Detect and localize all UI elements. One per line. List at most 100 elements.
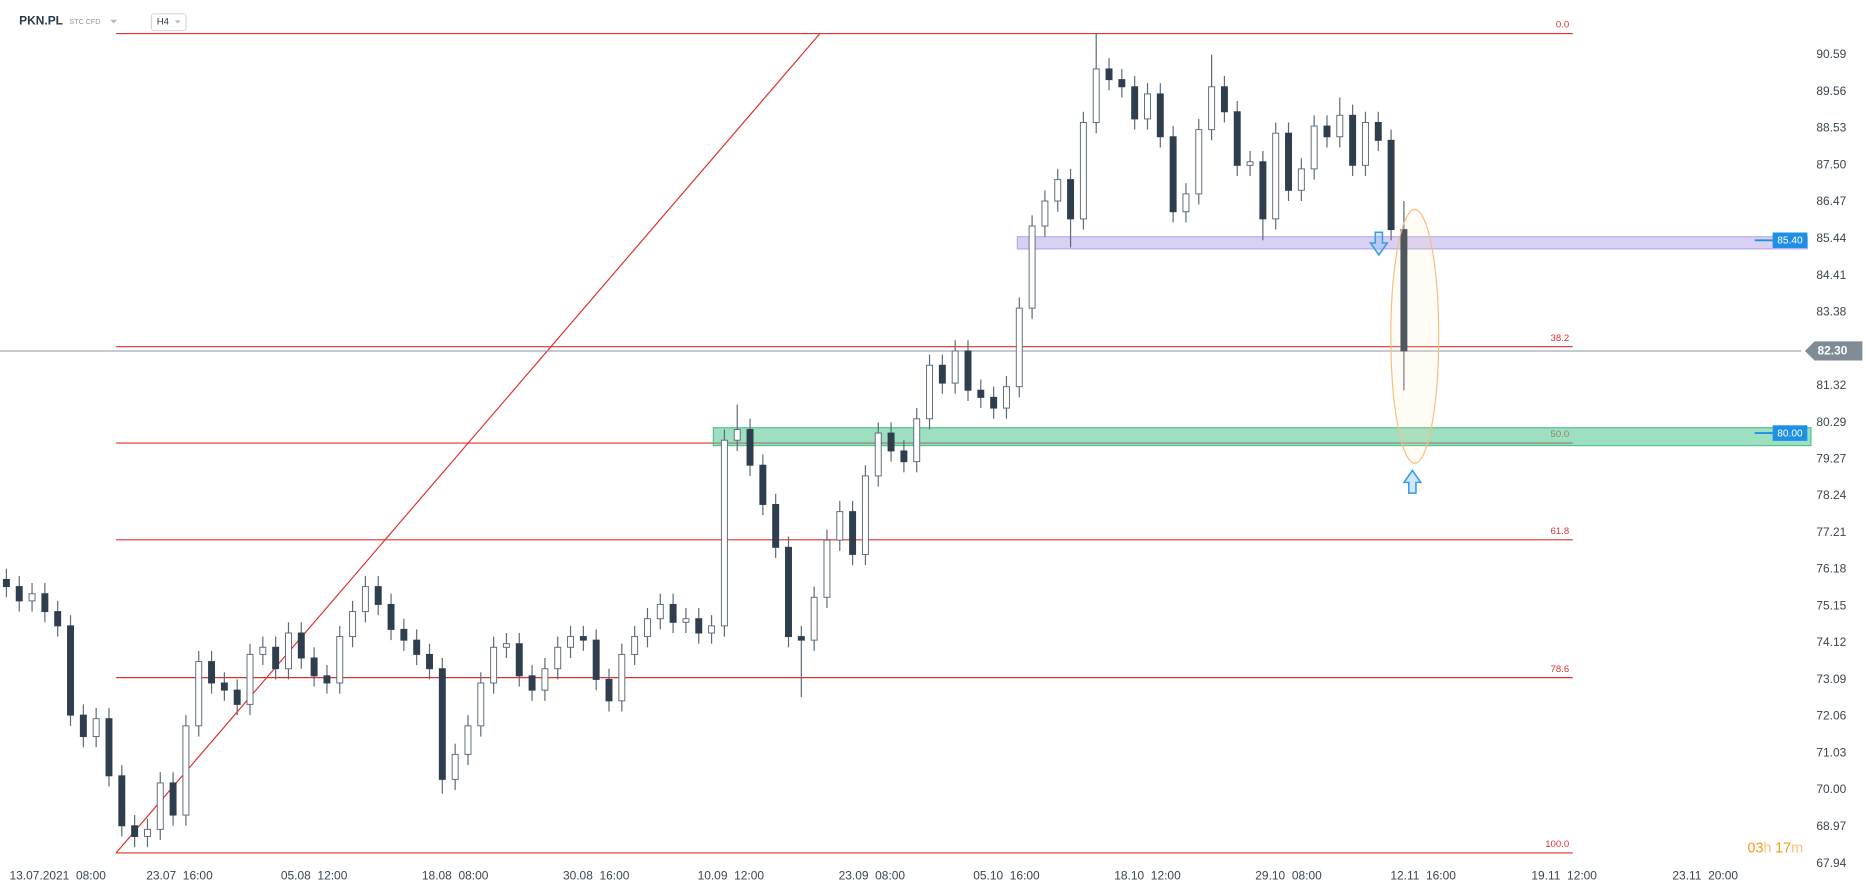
candle-body-up (682, 618, 690, 623)
candle-body-down (1285, 132, 1292, 191)
candle-body-up (1361, 121, 1369, 166)
candle-body-down (131, 825, 139, 837)
candle-body-down (1105, 68, 1113, 81)
candle-body-up (1208, 86, 1216, 131)
x-tick-label: 05.08 12:00 (281, 868, 348, 882)
y-tick-label: 77.21 (1816, 525, 1846, 539)
market[interactable]: STC CFD (69, 18, 100, 26)
candle-body-down (400, 628, 408, 641)
x-tick-label: 12.11 16:00 (1390, 868, 1456, 882)
axes: 85.40 80.00 90.59 89.56 88.53 87.50 86.47 85.44… (9, 47, 1863, 882)
candle-body-down (413, 639, 421, 655)
y-tick-label: 85.44 (1816, 231, 1846, 245)
interval-box[interactable] (150, 13, 187, 32)
interval[interactable]: H4 (157, 17, 170, 28)
candle-body-down (67, 625, 74, 716)
candle-body-up (733, 429, 741, 441)
candle-body-down (1156, 93, 1164, 138)
candle-body-down (592, 639, 600, 680)
candle-body-down (669, 603, 677, 623)
candle-body-down (272, 646, 280, 670)
candle-body-up (1015, 307, 1023, 388)
y-tick-label: 86.47 (1816, 194, 1846, 208)
x-tick-label: 18.08 08:00 (422, 868, 489, 882)
candle-body-down (169, 782, 177, 816)
candle-body-up (361, 586, 369, 613)
fib-label: 0.0 (1556, 20, 1569, 31)
candle-body-up (502, 643, 510, 648)
down-arrow (1368, 231, 1389, 257)
candle-body-up (28, 593, 36, 602)
candle-body-down (990, 396, 998, 409)
y-tick-label: 73.09 (1816, 672, 1846, 686)
x-tick-label: 10.09 12:00 (698, 868, 765, 882)
candle-body-down (515, 643, 523, 677)
candle-body-up (567, 636, 575, 648)
candle-body-down (208, 661, 216, 684)
candle-body-down (1387, 139, 1395, 231)
candle-body-up (1297, 168, 1305, 191)
candle-body-down (1374, 121, 1382, 141)
x-tick-label: 30.08 16:00 (563, 868, 630, 882)
y-tick-label: 68.97 (1816, 819, 1846, 833)
y-tick-label: 74.12 (1816, 635, 1846, 649)
x-tick-label: 18.10 12:00 (1114, 868, 1181, 882)
y-tick-label: 72.06 (1816, 709, 1846, 723)
candle-body-up (1246, 161, 1254, 166)
candle-body-up (951, 350, 959, 384)
candle-body-up (143, 828, 151, 837)
countdown-minutes-unit: m (1791, 840, 1803, 856)
candle-body-down (1131, 86, 1139, 120)
candle-body-down (15, 586, 23, 602)
candle-body-down (374, 586, 382, 605)
y-tick-label: 79.27 (1816, 451, 1846, 465)
candle-body-down (1259, 161, 1267, 220)
zone-tag (1772, 425, 1808, 441)
zone-tag-label: 80.00 (1777, 428, 1803, 439)
candle-body-up (708, 625, 716, 634)
candle-body-down (1400, 229, 1408, 352)
candle-body-down (605, 678, 613, 702)
candle-body-up (195, 661, 203, 727)
candle-body-up (464, 725, 472, 755)
y-tick-label: 88.53 (1816, 121, 1846, 135)
candle-body-down (797, 636, 805, 641)
y-tick-label: 90.59 (1816, 47, 1846, 61)
candle-body-up (349, 611, 357, 638)
x-tick-label: 23.09 08:00 (839, 868, 906, 882)
dropdown-caret[interactable] (174, 20, 181, 24)
annotations (1368, 208, 1440, 494)
candle-body-up (1195, 129, 1203, 195)
candle-body-up (285, 632, 292, 670)
candle-body-up (823, 539, 831, 598)
candle-body-up (336, 636, 344, 684)
x-tick-label: 19.11 12:00 (1531, 868, 1597, 882)
candle-body-up (246, 653, 254, 705)
candle-body-up (451, 753, 459, 780)
candle-body-down (41, 593, 49, 613)
fib-label: 38.2 (1551, 333, 1570, 344)
symbol[interactable]: PKN.PL (19, 14, 63, 28)
candle-body-down (528, 675, 536, 691)
candle-body-down (695, 618, 703, 634)
y-tick-label: 81.32 (1816, 378, 1846, 392)
current-price-label: 82.30 (1818, 344, 1848, 358)
y-tick-label: 67.94 (1816, 856, 1846, 870)
candle-body-down (2, 578, 10, 588)
candle-body-up (1092, 68, 1100, 123)
candle-body-down (79, 714, 87, 738)
dropdown-caret[interactable] (110, 19, 118, 24)
candle-body-up (836, 511, 844, 541)
candle-body-down (1220, 86, 1228, 113)
candle-body-up (1272, 132, 1280, 220)
candle-body-up (926, 364, 934, 420)
candle-body-up (1310, 125, 1318, 170)
candle-body-down (54, 611, 62, 627)
candle-body-down (323, 675, 331, 684)
countdown-hours-unit: h (1763, 840, 1771, 856)
fib-label: 100.0 (1545, 839, 1569, 850)
up-arrow (1402, 469, 1423, 494)
